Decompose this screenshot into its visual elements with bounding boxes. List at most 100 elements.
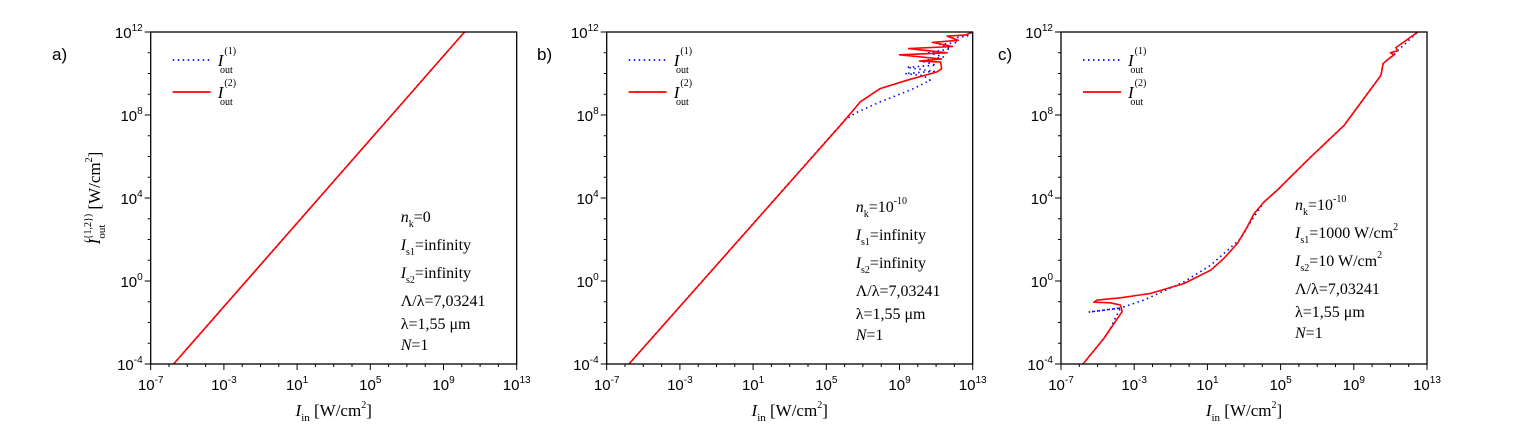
tick-exponent: 0 xyxy=(137,272,143,283)
legend-label: I(1) out xyxy=(217,46,236,76)
tick-base: 10 xyxy=(571,25,588,42)
x-tick-label: 10-3 xyxy=(211,375,237,394)
annotation-line: nk=10-10 xyxy=(856,196,907,220)
tick-base: 10 xyxy=(1413,377,1430,394)
y-tick-label: 100 xyxy=(1031,272,1054,291)
tick-base: 10 xyxy=(211,377,228,394)
tick-base: 10 xyxy=(594,377,611,394)
panel-label: a) xyxy=(52,45,67,64)
tick-base: 10 xyxy=(1027,357,1044,374)
tick-exponent: 4 xyxy=(1047,189,1053,200)
tick-exponent: -7 xyxy=(611,375,620,386)
tick-exponent: 9 xyxy=(905,375,911,386)
tick-exponent: 8 xyxy=(593,106,599,117)
plot-frame xyxy=(150,31,518,365)
y-tick-label: 108 xyxy=(576,106,599,125)
x-tick-label: 109 xyxy=(888,375,911,394)
annotation-line: λ=1,55 μm xyxy=(856,306,926,323)
tick-base: 10 xyxy=(888,377,905,394)
x-tick-label: 1013 xyxy=(503,375,531,394)
tick-exponent: 1 xyxy=(1213,375,1219,386)
legend-label: I(2) out xyxy=(673,78,692,108)
series-line-2 xyxy=(1082,32,1419,364)
tick-base: 10 xyxy=(1025,25,1042,42)
tick-exponent: 5 xyxy=(832,375,838,386)
x-tick-label: 105 xyxy=(1269,375,1292,394)
legend-label: I(2) out xyxy=(217,78,236,108)
y-tick-label: 10-4 xyxy=(1027,355,1053,374)
x-tick-label: 109 xyxy=(432,375,455,394)
tick-exponent: 13 xyxy=(975,375,987,386)
tick-base: 10 xyxy=(117,357,134,374)
tick-base: 10 xyxy=(503,377,520,394)
tick-base: 10 xyxy=(120,191,137,208)
annotation-line: λ=1,55 μm xyxy=(1295,304,1365,321)
tick-exponent: -4 xyxy=(590,355,599,366)
x-tick-label: 10-7 xyxy=(138,375,164,394)
tick-base: 10 xyxy=(573,357,590,374)
panel-label: b) xyxy=(537,45,552,64)
tick-base: 10 xyxy=(1048,377,1065,394)
tick-base: 10 xyxy=(1121,377,1138,394)
annotation-line: N=1 xyxy=(400,337,429,354)
tick-exponent: 1 xyxy=(303,375,309,386)
x-tick-label: 101 xyxy=(286,375,309,394)
panel-a: a)10-7 10-3 101 105 109 1013101210810410010-4… xyxy=(52,23,531,424)
tick-base: 10 xyxy=(576,191,593,208)
legend-entry-1: I(1) out xyxy=(1083,46,1146,76)
tick-exponent: -4 xyxy=(1044,355,1053,366)
annotation-line: N=1 xyxy=(855,327,884,344)
tick-base: 10 xyxy=(1343,377,1360,394)
annotation-line: N=1 xyxy=(1294,325,1323,342)
annotation-line: nk=0 xyxy=(401,209,431,230)
tick-base: 10 xyxy=(1269,377,1286,394)
y-tick-label: 108 xyxy=(120,106,143,125)
y-tick-label: 108 xyxy=(1031,106,1054,125)
legend-label: I(2) out xyxy=(1127,78,1146,108)
x-axis-title: Iin [W/cm2] xyxy=(751,400,828,424)
annotation-line: Λ/λ=7,03241 xyxy=(1295,281,1380,298)
y-axis-title: Iout({1,2}) [W/cm2] xyxy=(83,152,108,246)
tick-base: 10 xyxy=(1031,108,1048,125)
tick-exponent: 5 xyxy=(1286,375,1292,386)
legend-label: I(1) out xyxy=(1127,46,1146,76)
y-tick-label: 10-4 xyxy=(117,355,143,374)
plot-frame xyxy=(1060,31,1428,365)
tick-exponent: 0 xyxy=(1047,272,1053,283)
tick-base: 10 xyxy=(742,377,759,394)
tick-exponent: -3 xyxy=(1138,375,1147,386)
tick-base: 10 xyxy=(120,108,137,125)
tick-base: 10 xyxy=(115,25,132,42)
tick-exponent: 12 xyxy=(132,23,144,34)
annotation-line: Is1=infinity xyxy=(400,237,471,258)
panel-b: b)10-7 10-3 101 105 109 1013101210810410010-4… xyxy=(537,23,987,424)
series-line-1 xyxy=(1082,32,1419,364)
series-line-2 xyxy=(172,32,466,364)
x-tick-label: 105 xyxy=(359,375,382,394)
x-axis-title: Iin [W/cm2] xyxy=(295,400,372,424)
tick-exponent: -3 xyxy=(684,375,693,386)
tick-exponent: 12 xyxy=(1042,23,1054,34)
x-tick-label: 101 xyxy=(1196,375,1219,394)
y-tick-label: 100 xyxy=(120,272,143,291)
x-tick-label: 10-7 xyxy=(1048,375,1074,394)
legend-entry-2: I(2) out xyxy=(1083,78,1146,108)
tick-exponent: 1 xyxy=(759,375,765,386)
tick-base: 10 xyxy=(138,377,155,394)
tick-base: 10 xyxy=(359,377,376,394)
y-tick-label: 1012 xyxy=(115,23,143,42)
tick-exponent: 12 xyxy=(588,23,600,34)
x-tick-label: 10-7 xyxy=(594,375,620,394)
legend-label: I(1) out xyxy=(673,46,692,76)
tick-base: 10 xyxy=(667,377,684,394)
tick-base: 10 xyxy=(576,274,593,291)
y-tick-label: 1012 xyxy=(1025,23,1053,42)
tick-exponent: -4 xyxy=(134,355,143,366)
annotation-line: Is1=infinity xyxy=(855,227,926,248)
tick-base: 10 xyxy=(286,377,303,394)
annotation-line: Λ/λ=7,03241 xyxy=(401,293,486,310)
tick-exponent: 5 xyxy=(376,375,382,386)
y-tick-label: 104 xyxy=(120,189,143,208)
y-tick-label: 10-4 xyxy=(573,355,599,374)
